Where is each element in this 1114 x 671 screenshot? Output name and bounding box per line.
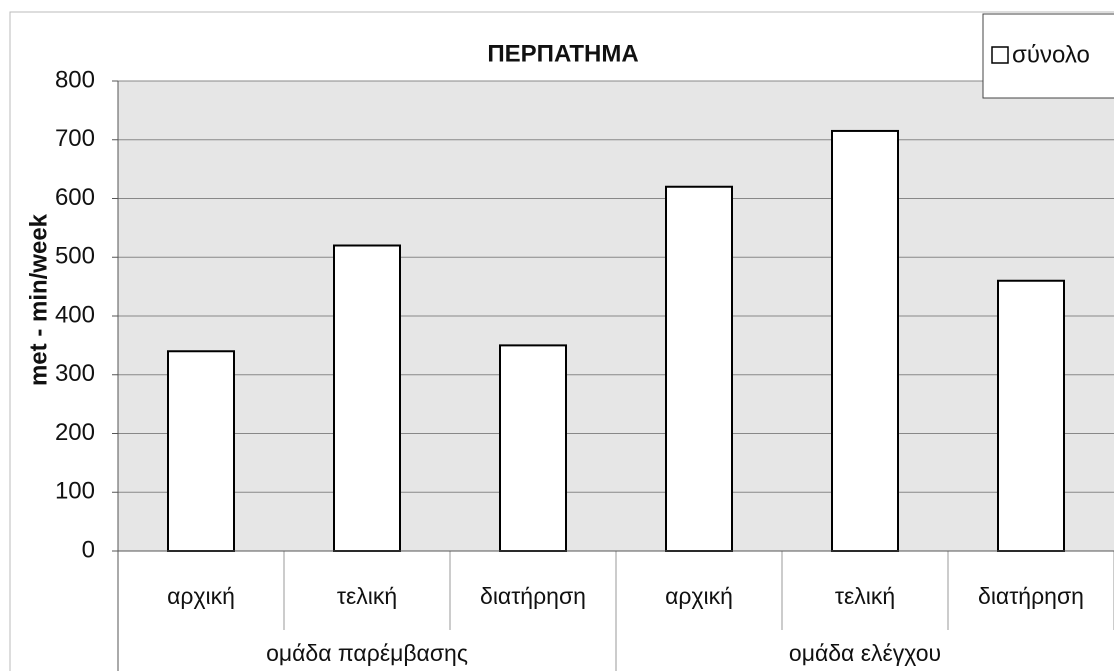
y-tick-label: 300 bbox=[55, 360, 95, 387]
x-tick-label: τελική bbox=[835, 583, 895, 609]
bar bbox=[997, 279, 1065, 552]
bar bbox=[665, 185, 733, 552]
y-tick-label: 400 bbox=[55, 301, 95, 328]
x-tick-label: αρχική bbox=[167, 583, 235, 609]
chart-title: ΠΕΡΠΑΤΗΜΑ bbox=[487, 40, 638, 67]
y-tick-label: 700 bbox=[55, 125, 95, 152]
x-tick-label: διατήρηση bbox=[480, 583, 586, 609]
y-axis-label: met - min/week bbox=[25, 213, 52, 386]
y-tick-label: 800 bbox=[55, 66, 95, 93]
y-tick-label: 500 bbox=[55, 243, 95, 270]
x-tick-label: τελική bbox=[337, 583, 397, 609]
x-tick-label: αρχική bbox=[665, 583, 733, 609]
bar bbox=[333, 244, 401, 552]
x-tick-label: διατήρηση bbox=[978, 583, 1084, 609]
y-tick-label: 0 bbox=[82, 536, 95, 563]
group-label: ομάδα ελέγχου bbox=[789, 640, 941, 666]
y-tick-label: 200 bbox=[55, 419, 95, 446]
legend-swatch bbox=[991, 46, 1009, 64]
y-tick-label: 100 bbox=[55, 478, 95, 505]
bar bbox=[831, 129, 899, 552]
group-label: ομάδα παρέμβασης bbox=[266, 640, 468, 666]
y-tick-label: 600 bbox=[55, 184, 95, 211]
bar bbox=[499, 344, 567, 552]
bar bbox=[167, 350, 235, 552]
legend-label: σύνολο bbox=[1012, 41, 1090, 68]
